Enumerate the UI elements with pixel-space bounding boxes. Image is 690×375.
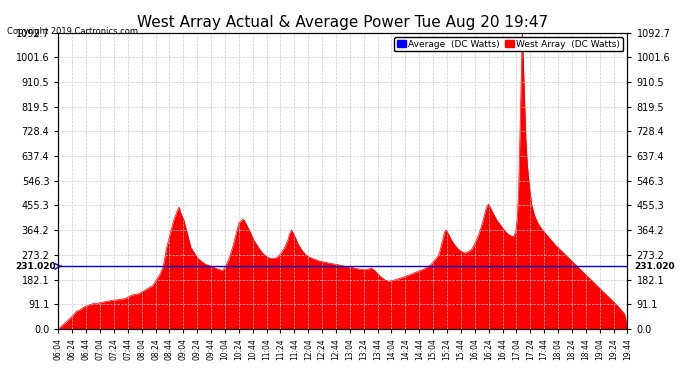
Text: 231.020: 231.020 [634, 262, 675, 271]
Title: West Array Actual & Average Power Tue Aug 20 19:47: West Array Actual & Average Power Tue Au… [137, 15, 549, 30]
Text: 231.020: 231.020 [15, 262, 56, 271]
Text: Copyright 2019 Cartronics.com: Copyright 2019 Cartronics.com [7, 27, 138, 36]
Legend: Average  (DC Watts), West Array  (DC Watts): Average (DC Watts), West Array (DC Watts… [394, 37, 623, 51]
